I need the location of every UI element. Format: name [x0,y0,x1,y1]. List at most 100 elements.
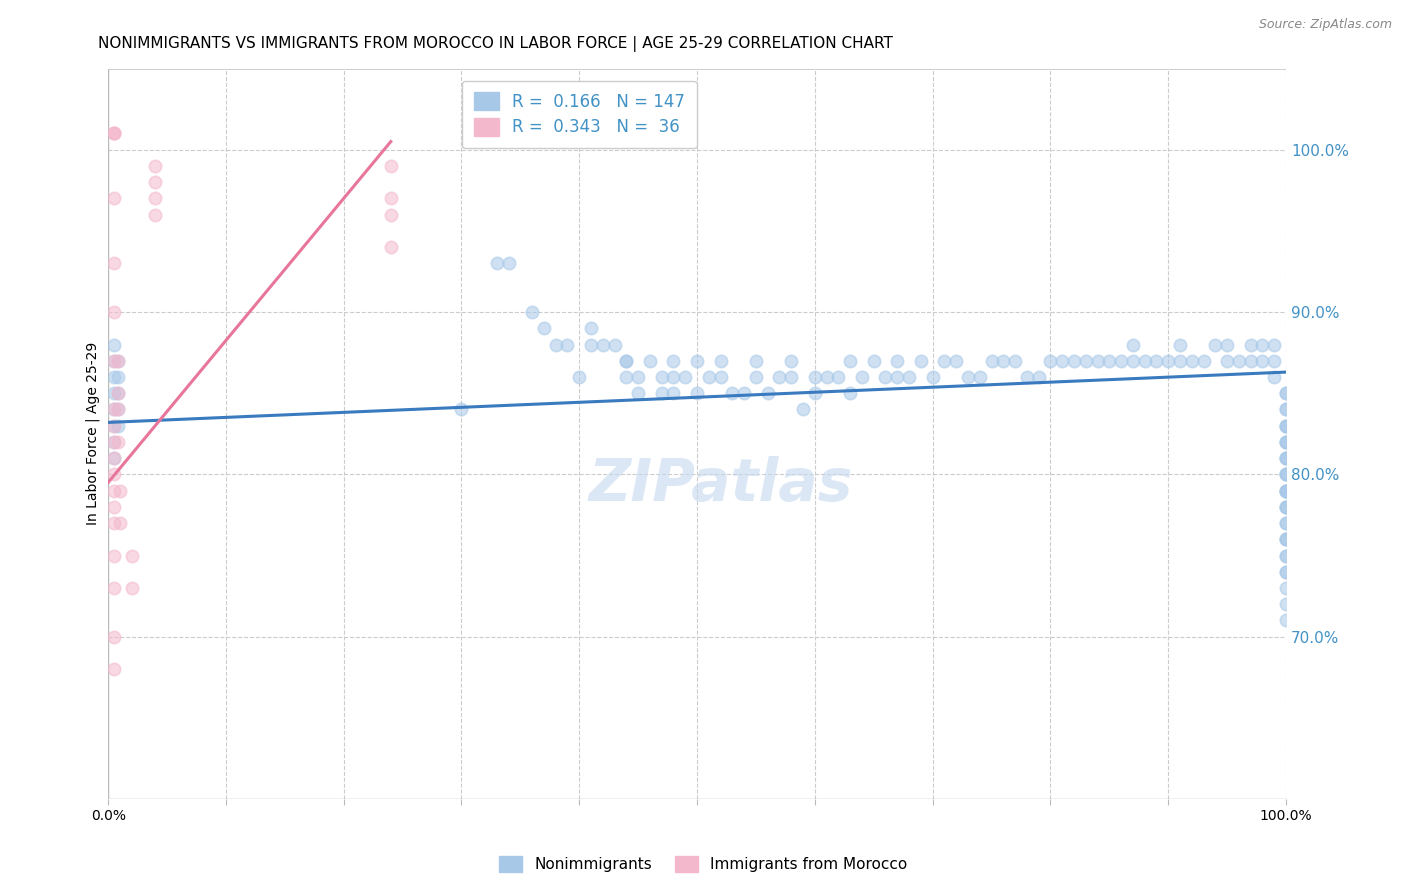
Point [627,370,650,384]
Point [103,191,125,205]
Point [1239,353,1261,368]
Point [1275,581,1298,595]
Point [1275,597,1298,611]
Point [1275,467,1298,482]
Point [710,353,733,368]
Point [1015,370,1038,384]
Point [1275,533,1298,547]
Point [1050,353,1073,368]
Point [1168,353,1191,368]
Point [1098,353,1121,368]
Point [1028,370,1050,384]
Point [544,337,567,351]
Point [380,159,402,173]
Point [1275,549,1298,563]
Point [1275,434,1298,449]
Point [898,370,921,384]
Point [651,386,673,401]
Point [1275,418,1298,433]
Point [662,370,685,384]
Point [1109,353,1132,368]
Point [862,353,884,368]
Point [107,402,129,417]
Point [103,434,125,449]
Point [1275,483,1298,498]
Point [103,434,125,449]
Point [1275,386,1298,401]
Point [380,240,402,254]
Point [768,370,790,384]
Point [450,402,472,417]
Point [107,353,129,368]
Point [103,305,125,319]
Point [1275,434,1298,449]
Point [579,337,602,351]
Point [103,353,125,368]
Point [103,662,125,676]
Point [498,256,520,270]
Point [121,581,143,595]
Point [1275,483,1298,498]
Point [485,256,508,270]
Point [103,127,125,141]
Point [103,451,125,466]
Point [143,159,166,173]
Point [1275,483,1298,498]
Point [107,386,129,401]
Point [1275,565,1298,579]
Point [1074,353,1097,368]
Point [1239,337,1261,351]
Point [107,353,129,368]
Point [910,353,932,368]
Point [616,353,638,368]
Point [980,353,1002,368]
Point [103,402,125,417]
Point [1275,467,1298,482]
Point [121,549,143,563]
Point [686,353,709,368]
Point [673,370,696,384]
Point [103,127,125,141]
Point [1275,483,1298,498]
Point [1122,353,1144,368]
Point [934,353,956,368]
Point [103,370,125,384]
Point [103,418,125,433]
Point [568,370,591,384]
Point [1204,337,1226,351]
Point [662,386,685,401]
Point [143,175,166,189]
Point [1275,549,1298,563]
Point [1275,386,1298,401]
Point [1275,451,1298,466]
Point [1275,500,1298,514]
Point [1157,353,1180,368]
Point [756,386,779,401]
Point [1275,418,1298,433]
Point [839,353,862,368]
Point [886,353,908,368]
Point [1275,402,1298,417]
Point [103,549,125,563]
Point [956,370,979,384]
Point [107,386,129,401]
Point [1275,565,1298,579]
Point [1275,451,1298,466]
Point [686,386,709,401]
Point [1192,353,1215,368]
Point [1275,467,1298,482]
Point [616,353,638,368]
Point [107,370,129,384]
Point [103,581,125,595]
Point [103,630,125,644]
Point [107,434,129,449]
Point [103,451,125,466]
Point [662,353,685,368]
Point [969,370,991,384]
Point [592,337,614,351]
Point [710,370,733,384]
Point [945,353,967,368]
Point [875,370,897,384]
Legend: R =  0.166   N = 147, R =  0.343   N =  36: R = 0.166 N = 147, R = 0.343 N = 36 [463,80,696,148]
Point [1216,353,1239,368]
